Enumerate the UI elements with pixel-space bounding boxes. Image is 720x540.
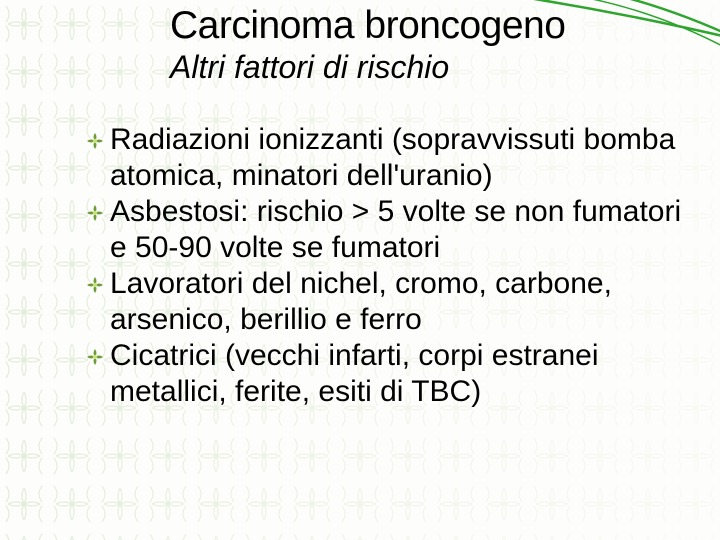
flower-bullet-icon (86, 132, 104, 150)
list-item: Cicatrici (vecchi infarti, corpi estrane… (86, 338, 690, 410)
item-text: Asbestosi: rischio > 5 volte se non fuma… (110, 194, 690, 266)
flower-bullet-icon (86, 204, 104, 222)
flower-bullet-icon (86, 348, 104, 366)
list-item: Asbestosi: rischio > 5 volte se non fuma… (86, 194, 690, 266)
bullet-list: Radiazioni ionizzanti (sopravvissuti bom… (0, 122, 720, 410)
slide-subtitle: Altri fattori di rischio (170, 49, 720, 86)
list-item: Lavoratori del nichel, cromo, carbone, a… (86, 266, 690, 338)
item-text: Radiazioni ionizzanti (sopravvissuti bom… (110, 122, 690, 194)
slide-title: Carcinoma broncogeno (170, 6, 720, 47)
flower-bullet-icon (86, 276, 104, 294)
item-text: Lavoratori del nichel, cromo, carbone, a… (110, 266, 690, 338)
item-text: Cicatrici (vecchi infarti, corpi estrane… (110, 338, 690, 410)
title-block: Carcinoma broncogeno Altri fattori di ri… (0, 0, 720, 90)
list-item: Radiazioni ionizzanti (sopravvissuti bom… (86, 122, 690, 194)
slide-content: Carcinoma broncogeno Altri fattori di ri… (0, 0, 720, 410)
